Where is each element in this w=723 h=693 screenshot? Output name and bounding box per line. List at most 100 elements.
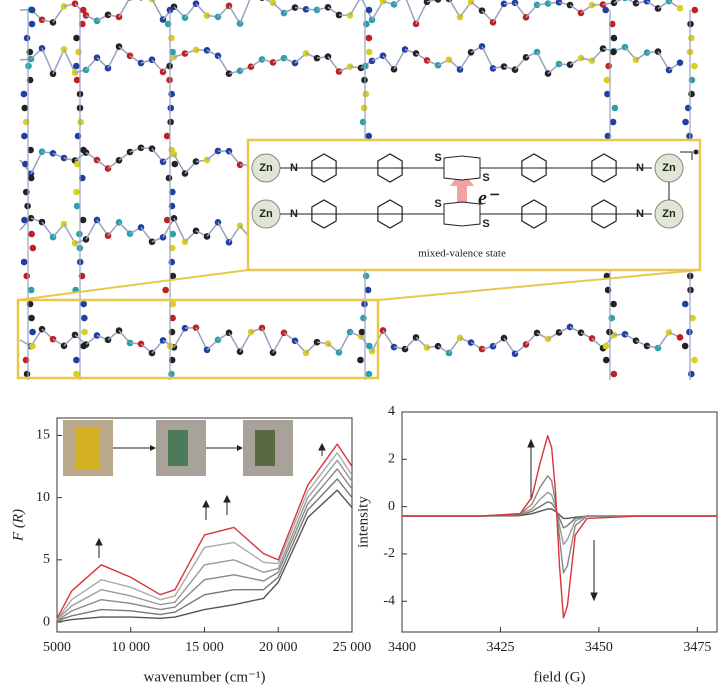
bond [272, 332, 285, 354]
atom [609, 118, 617, 126]
atom [73, 188, 80, 196]
series-line [56, 459, 353, 621]
x-axis-label: wavenumber (cm⁻¹) [144, 669, 266, 685]
y-axis-label: intensity [355, 496, 371, 548]
ring [521, 153, 547, 183]
atom [365, 370, 373, 378]
atom [27, 286, 35, 294]
atom [23, 272, 31, 280]
atom [20, 90, 28, 98]
ring [377, 199, 403, 229]
atom [80, 342, 87, 350]
atom [169, 188, 176, 196]
atom [128, 0, 132, 1]
bond [195, 327, 208, 351]
atom [79, 174, 86, 182]
bond [107, 46, 120, 69]
atom [29, 342, 36, 350]
atom [23, 34, 31, 42]
atom [602, 342, 610, 350]
atom-label: Zn [259, 162, 273, 174]
atom [366, 342, 373, 350]
inset-caption: mixed-valence state [418, 248, 506, 260]
bond [173, 153, 186, 174]
photo-sample [255, 430, 275, 466]
ring [591, 153, 617, 183]
atom-label: Zn [662, 162, 676, 174]
bond [393, 49, 406, 70]
bond [657, 51, 670, 71]
bond [228, 5, 241, 24]
ring [311, 199, 337, 229]
atom [358, 328, 366, 336]
atom [605, 62, 612, 70]
atom [77, 118, 84, 126]
x-tick-label: 3475 [683, 640, 711, 655]
atom [259, 0, 265, 2]
ring [521, 199, 547, 229]
x-tick-label: 3425 [486, 640, 514, 655]
atom [691, 62, 698, 70]
x-tick-label: 3400 [388, 640, 416, 655]
callout-line [17, 269, 249, 301]
atom [73, 76, 81, 84]
ring [377, 153, 403, 183]
bond [63, 223, 76, 244]
atom [80, 146, 87, 154]
series-line [56, 468, 353, 622]
bond [371, 0, 384, 21]
photo-inset [63, 420, 293, 476]
bond [52, 49, 65, 75]
atom-label: Zn [259, 208, 273, 220]
series-line [56, 452, 353, 620]
atom [169, 300, 177, 308]
atom [29, 244, 37, 252]
atom [60, 154, 68, 162]
x-tick-label: 10 000 [112, 640, 151, 655]
atom [688, 370, 695, 378]
atom [247, 328, 255, 336]
arrow-head [237, 445, 243, 451]
atom [362, 90, 370, 98]
atom [22, 160, 29, 168]
chart: 3400 3425 3450 3475 -4 -2 0 2 4 field (G) intensit… [355, 404, 718, 685]
atom [73, 356, 80, 364]
atom [610, 0, 618, 7]
atom [27, 146, 34, 154]
atom [365, 34, 373, 42]
inset-diagram: Zn Zn Zn Zn N N N N S S S S e⁻ mixed-val… [246, 138, 702, 272]
bond [448, 0, 461, 18]
atom-label: S [434, 152, 441, 164]
atom [365, 6, 373, 14]
bond [30, 151, 43, 175]
photo-sample [76, 428, 100, 470]
atom [171, 160, 179, 168]
atom [73, 202, 81, 210]
bond [536, 51, 549, 74]
atom [28, 20, 36, 28]
bond [151, 0, 164, 20]
y-axis-label: F (R) [10, 509, 26, 542]
bond [459, 51, 472, 70]
thiazole [443, 201, 481, 227]
radical-dot [693, 149, 699, 155]
y-tick-label: 15 [36, 428, 50, 443]
atom-label: S [434, 198, 441, 210]
bond [349, 0, 361, 16]
atom [544, 335, 552, 343]
atom [75, 48, 82, 56]
atom [688, 90, 695, 98]
trend-arrows [95, 438, 598, 602]
bond [415, 1, 428, 25]
y-tick-label: 10 [36, 490, 50, 505]
bond [405, 0, 417, 25]
y-tick-label: 4 [388, 404, 395, 419]
atom [169, 272, 177, 280]
atom [72, 62, 80, 70]
atom [489, 18, 497, 26]
atom [80, 300, 88, 308]
electron-label: e⁻ [478, 188, 500, 210]
x-axis-label: field (G) [533, 669, 585, 685]
atom [21, 132, 28, 140]
atom [689, 314, 696, 322]
